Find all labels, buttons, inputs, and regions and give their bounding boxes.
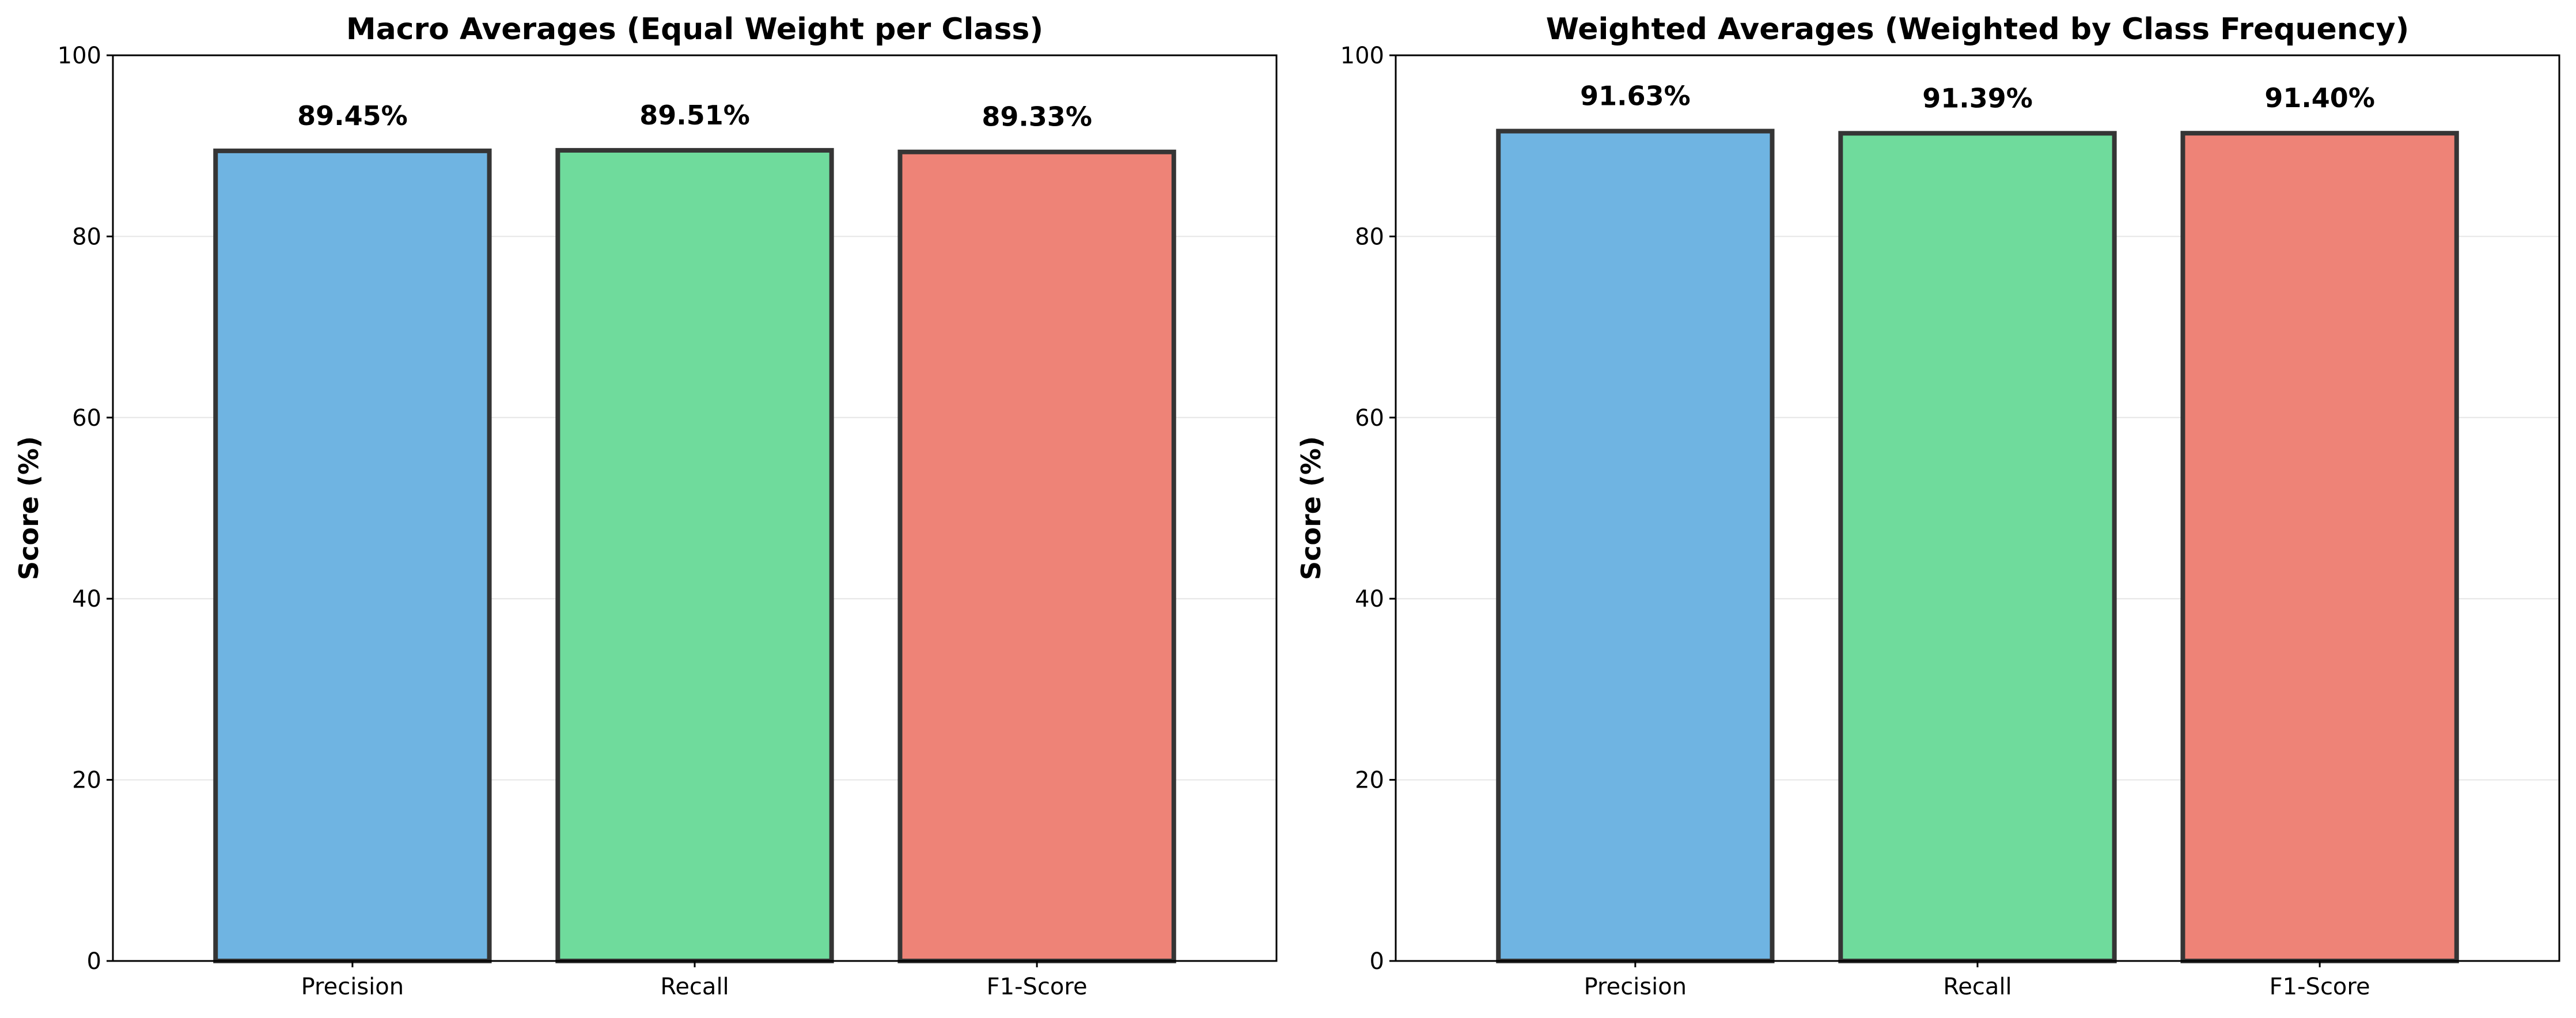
y-tick-label: 20	[72, 767, 101, 794]
y-tick-label: 20	[1355, 767, 1384, 794]
bar-f1-score	[897, 149, 1176, 963]
bar-recall	[555, 147, 834, 963]
data-label-precision: 91.63%	[1580, 81, 1691, 112]
macro-averages-chart: Macro Averages (Equal Weight per Class) …	[13, 12, 1278, 1000]
y-tick-label: 80	[72, 224, 101, 250]
y-axis-label: Score (%)	[1295, 436, 1327, 580]
y-ticks: 0 20 40 60 80 100	[58, 43, 113, 975]
y-axis-label: Score (%)	[13, 436, 44, 580]
x-tick-label-f1-score: F1-Score	[2270, 974, 2370, 1000]
data-label-f1-score: 89.33%	[982, 101, 1092, 133]
y-tick-label: 0	[87, 948, 101, 975]
bars	[213, 147, 1176, 964]
y-tick-label: 40	[1355, 586, 1384, 612]
data-labels: 89.45% 89.51% 89.33%	[297, 100, 1092, 133]
x-tick-label-precision: Precision	[1584, 974, 1687, 1000]
y-tick-label: 60	[72, 405, 101, 432]
y-tick-label: 80	[1355, 224, 1384, 250]
y-tick-label: 100	[1340, 43, 1384, 69]
x-tick-label-precision: Precision	[301, 974, 404, 1000]
data-label-precision: 89.45%	[297, 100, 408, 131]
data-label-recall: 91.39%	[1922, 82, 2033, 113]
data-label-f1-score: 91.40%	[2264, 82, 2375, 113]
bars	[1496, 128, 2459, 963]
bar-f1-score	[2180, 131, 2459, 963]
x-ticks: Precision Recall F1-Score	[301, 961, 1088, 1000]
bar-precision	[213, 148, 492, 964]
bar-precision	[1496, 128, 1775, 963]
y-ticks: 0 20 40 60 80 100	[1340, 43, 1396, 975]
x-tick-label-recall: Recall	[1943, 974, 2011, 1000]
data-labels: 91.63% 91.39% 91.40%	[1580, 81, 2375, 114]
chart-title: Weighted Averages (Weighted by Class Fre…	[1546, 12, 2410, 47]
y-tick-label: 60	[1355, 405, 1384, 432]
x-tick-label-f1-score: F1-Score	[987, 974, 1088, 1000]
data-label-recall: 89.51%	[639, 100, 750, 131]
y-tick-label: 100	[58, 43, 101, 69]
y-tick-label: 40	[72, 586, 101, 612]
y-tick-label: 0	[1370, 948, 1384, 975]
weighted-averages-chart: Weighted Averages (Weighted by Class Fre…	[1295, 12, 2560, 1000]
bar-recall	[1838, 131, 2117, 963]
x-ticks: Precision Recall F1-Score	[1584, 961, 2370, 1000]
chart-title: Macro Averages (Equal Weight per Class)	[346, 12, 1043, 47]
x-tick-label-recall: Recall	[660, 974, 729, 1000]
